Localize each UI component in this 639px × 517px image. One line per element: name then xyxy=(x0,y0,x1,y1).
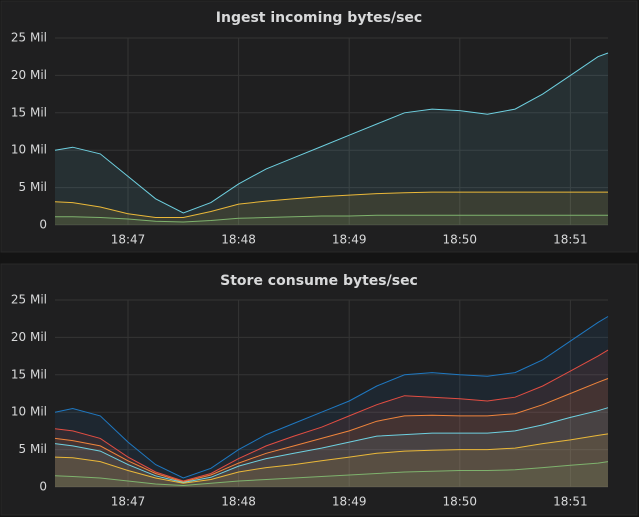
panel-title: Ingest incoming bytes/sec xyxy=(216,10,422,26)
x-tick-label: 18:48 xyxy=(221,233,256,247)
y-tick-label: 25 Mil xyxy=(11,31,47,45)
series-line xyxy=(54,316,609,479)
panel-title: Store consume bytes/sec xyxy=(220,273,418,289)
x-tick-label: 18:47 xyxy=(111,233,146,247)
series-line xyxy=(54,191,608,218)
series-area xyxy=(55,215,608,225)
y-tick-label: 0 xyxy=(39,218,47,232)
x-tick-label: 18:51 xyxy=(553,495,588,509)
x-tick-label: 18:51 xyxy=(553,233,588,247)
y-tick-label: 0 xyxy=(39,480,47,494)
series-area xyxy=(55,53,608,225)
y-tick-label: 15 Mil xyxy=(11,105,47,119)
series-line xyxy=(54,378,609,483)
x-tick-label: 18:50 xyxy=(442,233,477,247)
x-tick-label: 18:49 xyxy=(332,495,367,509)
series-area xyxy=(55,316,608,487)
series-line xyxy=(54,433,609,484)
y-tick-label: 20 Mil xyxy=(11,330,47,344)
y-tick-label: 15 Mil xyxy=(11,367,47,381)
series-line xyxy=(54,52,609,214)
y-tick-label: 10 Mil xyxy=(11,405,47,419)
series-area xyxy=(55,378,608,487)
series-area xyxy=(55,350,608,487)
x-tick-label: 18:50 xyxy=(442,495,477,509)
y-tick-label: 20 Mil xyxy=(11,68,47,82)
panel xyxy=(0,0,638,253)
series-line xyxy=(54,349,609,482)
y-tick-label: 5 Mil xyxy=(19,180,47,194)
series-line xyxy=(54,407,609,484)
x-tick-label: 18:47 xyxy=(111,495,146,509)
series-line xyxy=(55,214,608,223)
series-line xyxy=(54,461,609,487)
panel xyxy=(0,263,638,516)
series-area xyxy=(55,433,608,487)
series-area xyxy=(55,192,608,225)
x-tick-label: 18:48 xyxy=(221,495,256,509)
y-tick-label: 25 Mil xyxy=(11,293,47,307)
y-tick-label: 5 Mil xyxy=(19,442,47,456)
x-tick-label: 18:49 xyxy=(332,233,367,247)
y-tick-label: 10 Mil xyxy=(11,143,47,157)
series-area xyxy=(55,461,608,487)
series-area xyxy=(55,407,608,487)
